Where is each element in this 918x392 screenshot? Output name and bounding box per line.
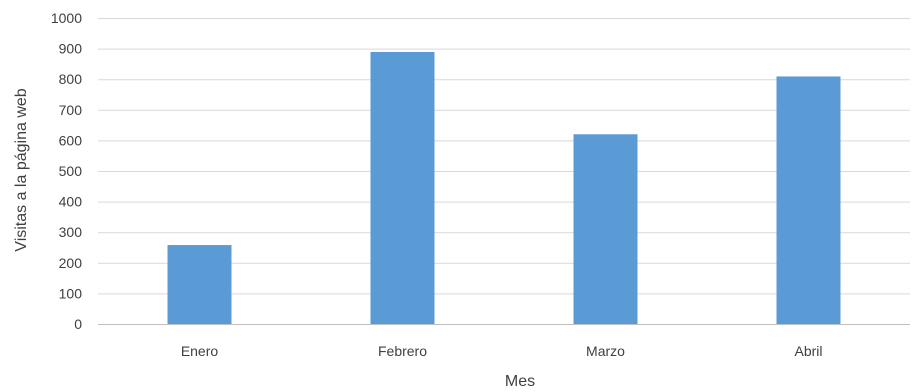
gridlines <box>98 18 910 325</box>
x-axis-title: Mes <box>505 373 535 390</box>
x-axis-ticks: Enero Febrero Marzo Abril <box>181 343 823 359</box>
y-tick-label: 0 <box>74 316 82 332</box>
x-tick-label: Febrero <box>378 343 427 359</box>
y-tick-label: 1000 <box>51 10 82 26</box>
y-tick-label: 900 <box>59 41 83 57</box>
x-tick-label: Marzo <box>586 343 625 359</box>
y-tick-label: 300 <box>59 224 83 240</box>
x-tick-label: Abril <box>794 343 822 359</box>
y-tick-label: 200 <box>59 255 83 271</box>
y-tick-label: 600 <box>59 132 83 148</box>
y-tick-label: 700 <box>59 102 83 118</box>
bar-abril <box>776 76 841 324</box>
y-tick-label: 500 <box>59 163 83 179</box>
bars <box>167 51 841 324</box>
y-axis-title: Visitas a la página web <box>13 88 30 251</box>
y-tick-label: 100 <box>59 285 83 301</box>
y-tick-label: 800 <box>59 71 83 87</box>
y-axis-ticks: 0 100 200 300 400 500 600 700 800 900 1000 <box>51 10 82 332</box>
x-tick-label: Enero <box>181 343 219 359</box>
bar-marzo <box>573 134 638 324</box>
bar-febrero <box>370 51 435 324</box>
bar-enero <box>167 245 232 324</box>
y-tick-label: 400 <box>59 194 83 210</box>
